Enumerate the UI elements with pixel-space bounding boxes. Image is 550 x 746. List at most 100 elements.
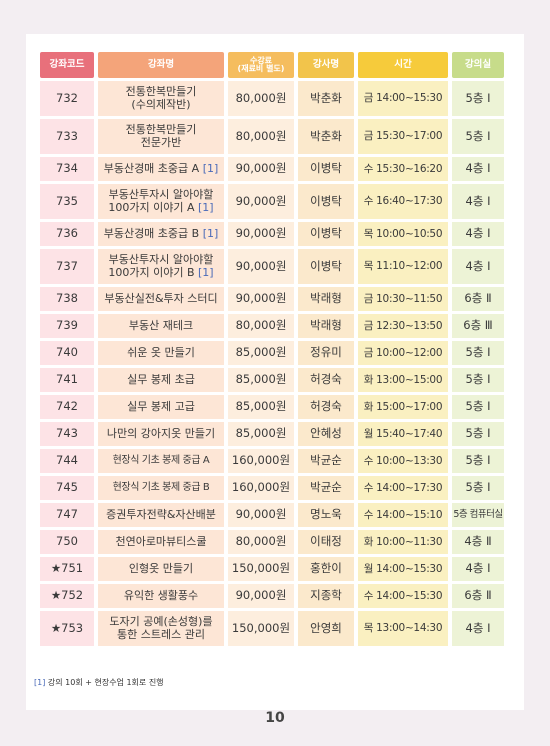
course-fee: 90,000원 xyxy=(228,584,294,608)
classroom: 5층 Ⅰ xyxy=(452,422,504,446)
course-name-line: 부동산경매 초중급 B xyxy=(103,226,203,240)
course-code: ★751 xyxy=(40,557,94,581)
course-code: 740 xyxy=(40,341,94,365)
course-code: 745 xyxy=(40,476,94,500)
course-name-line: 100가지 이야기 B xyxy=(108,265,199,279)
course-name-line: 부동산 재테크 xyxy=(128,318,194,332)
table-row: 735 부동산투자시 알아야할 100가지 이야기 A [1] 90,000원 이병탁 수… xyxy=(40,184,504,219)
table-row: ★752 유익한 생활풍수 90,000원 지종학 수 14:00~15:30 6층 Ⅱ xyxy=(40,584,504,608)
course-fee: 160,000원 xyxy=(228,449,294,473)
teacher-name: 이태정 xyxy=(298,530,354,554)
course-name-line: 인형옷 만들기 xyxy=(128,561,194,575)
classroom: 4층 Ⅰ xyxy=(452,157,504,181)
footnote-text: 강의 10회 + 현장수업 1회로 진행 xyxy=(45,678,164,687)
table-row: 736 부동산경매 초중급 B [1] 90,000원 이병탁 목 10:00~10:5… xyxy=(40,222,504,246)
course-code: 742 xyxy=(40,395,94,419)
classroom: 5층 Ⅰ xyxy=(452,395,504,419)
course-code: 741 xyxy=(40,368,94,392)
course-name-line: 도자기 공예(손성형)를 xyxy=(109,614,213,628)
course-name-line: 부동산경매 초중급 A xyxy=(103,161,203,175)
teacher-name: 박래형 xyxy=(298,314,354,338)
class-time: 화 10:00~11:30 xyxy=(358,530,448,554)
classroom: 4층 Ⅰ xyxy=(452,557,504,581)
teacher-name: 홍한이 xyxy=(298,557,354,581)
teacher-name: 이병탁 xyxy=(298,249,354,284)
course-name: 나만의 강아지옷 만들기 xyxy=(98,422,224,446)
course-name-line: 쉬운 옷 만들기 xyxy=(127,345,195,359)
classroom: 6층 Ⅲ xyxy=(452,314,504,338)
course-fee: 90,000원 xyxy=(228,503,294,527)
class-time: 목 13:00~14:30 xyxy=(358,611,448,646)
course-name: 부동산실전&투자 스터디 xyxy=(98,287,224,311)
header-time: 시간 xyxy=(358,52,448,78)
course-code: 736 xyxy=(40,222,94,246)
course-code: ★753 xyxy=(40,611,94,646)
classroom: 4층 Ⅱ xyxy=(452,530,504,554)
course-name: 전통한복만들기 전문가반 xyxy=(98,119,224,154)
course-fee: 85,000원 xyxy=(228,341,294,365)
course-schedule-table: 강좌코드 강좌명 수강료 (재료비 별도) 강사명 시간 강의실 732 전통한복만… xyxy=(36,49,508,649)
header-fee-line1: 수강료 xyxy=(249,55,273,65)
classroom: 6층 Ⅱ xyxy=(452,287,504,311)
course-name-line: 유익한 생활풍수 xyxy=(123,588,199,602)
table-row: 745 현장식 기초 봉제 중급 B 160,000원 박균순 수 14:00~17:3… xyxy=(40,476,504,500)
class-time: 금 10:30~11:50 xyxy=(358,287,448,311)
header-fee: 수강료 (재료비 별도) xyxy=(228,52,294,78)
class-time: 수 15:30~16:20 xyxy=(358,157,448,181)
course-name-line: 실무 봉제 초급 xyxy=(127,372,195,386)
class-time: 화 13:00~15:00 xyxy=(358,368,448,392)
classroom: 5층 Ⅰ xyxy=(452,81,504,116)
course-name-line: 100가지 이야기 A xyxy=(108,200,199,214)
class-time: 월 14:00~15:30 xyxy=(358,557,448,581)
course-code: 747 xyxy=(40,503,94,527)
course-code: ★752 xyxy=(40,584,94,608)
table-row: 737 부동산투자시 알아야할 100가지 이야기 B [1] 90,000원 이병탁 목… xyxy=(40,249,504,284)
course-fee: 85,000원 xyxy=(228,395,294,419)
classroom: 6층 Ⅱ xyxy=(452,584,504,608)
teacher-name: 박균순 xyxy=(298,476,354,500)
page-number: 10 xyxy=(265,710,285,726)
class-time: 수 14:00~15:30 xyxy=(358,584,448,608)
course-name: 현장식 기초 봉제 중급 A xyxy=(98,449,224,473)
teacher-name: 박균순 xyxy=(298,449,354,473)
header-fee-line2: (재료비 별도) xyxy=(237,64,285,73)
course-code: 733 xyxy=(40,119,94,154)
teacher-name: 허경숙 xyxy=(298,395,354,419)
teacher-name: 허경숙 xyxy=(298,368,354,392)
teacher-name: 이병탁 xyxy=(298,157,354,181)
course-name-ref: [1] xyxy=(198,200,214,214)
course-name: 현장식 기초 봉제 중급 B xyxy=(98,476,224,500)
course-fee: 80,000원 xyxy=(228,314,294,338)
course-name-line: 전문가반 xyxy=(140,135,182,149)
course-name: 실무 봉제 고급 xyxy=(98,395,224,419)
table-row: 741 실무 봉제 초급 85,000원 허경숙 화 13:00~15:00 5층 Ⅰ xyxy=(40,368,504,392)
course-fee: 85,000원 xyxy=(228,422,294,446)
table-row: 742 실무 봉제 고급 85,000원 허경숙 화 15:00~17:00 5층 Ⅰ xyxy=(40,395,504,419)
class-time: 목 10:00~10:50 xyxy=(358,222,448,246)
classroom: 5층 Ⅰ xyxy=(452,476,504,500)
course-code: 750 xyxy=(40,530,94,554)
class-time: 수 10:00~13:30 xyxy=(358,449,448,473)
class-time: 금 12:30~13:50 xyxy=(358,314,448,338)
course-name-line: (수의제작반) xyxy=(131,97,191,111)
table-row: 739 부동산 재테크 80,000원 박래형 금 12:30~13:50 6층 Ⅲ xyxy=(40,314,504,338)
course-name: 쉬운 옷 만들기 xyxy=(98,341,224,365)
course-name: 부동산투자시 알아야할 100가지 이야기 A [1] xyxy=(98,184,224,219)
header-teacher: 강사명 xyxy=(298,52,354,78)
course-name: 전통한복만들기 (수의제작반) xyxy=(98,81,224,116)
course-fee: 90,000원 xyxy=(228,184,294,219)
course-code: 744 xyxy=(40,449,94,473)
course-fee: 80,000원 xyxy=(228,119,294,154)
class-time: 화 15:00~17:00 xyxy=(358,395,448,419)
course-fee: 90,000원 xyxy=(228,249,294,284)
course-fee: 90,000원 xyxy=(228,287,294,311)
course-name: 도자기 공예(손성형)를 통한 스트레스 관리 xyxy=(98,611,224,646)
course-name: 유익한 생활풍수 xyxy=(98,584,224,608)
table-header-row: 강좌코드 강좌명 수강료 (재료비 별도) 강사명 시간 강의실 xyxy=(40,52,504,78)
class-time: 금 14:00~15:30 xyxy=(358,81,448,116)
course-fee: 85,000원 xyxy=(228,368,294,392)
classroom: 5층 Ⅰ xyxy=(452,341,504,365)
teacher-name: 박래형 xyxy=(298,287,354,311)
course-name-line: 천연아로마뷰티스쿨 xyxy=(115,534,207,548)
course-code: 739 xyxy=(40,314,94,338)
